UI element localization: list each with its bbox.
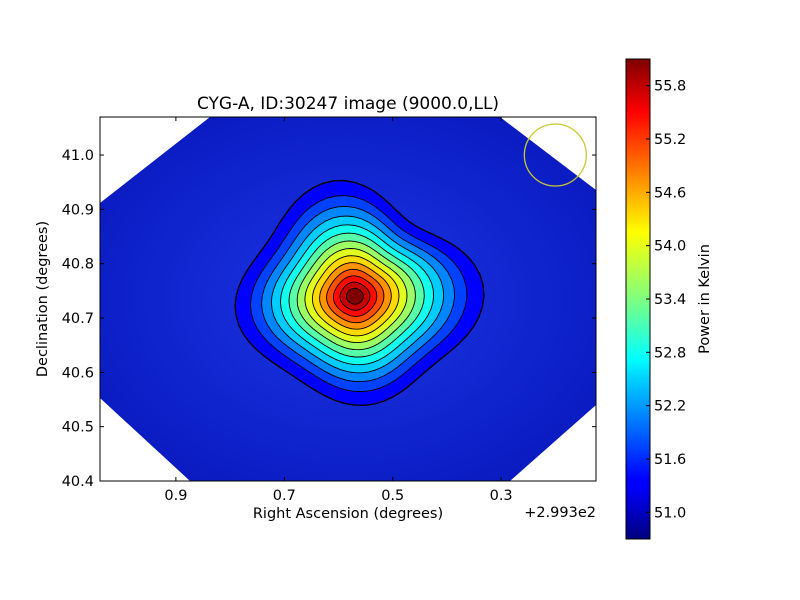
contour-line: [311, 255, 400, 337]
contour-line: [234, 179, 485, 407]
chart-title: CYG-A, ID:30247 image (9000.0,LL): [197, 94, 499, 114]
x-tick-label: 0.3: [490, 488, 513, 504]
colorbar-tick-label: 55.8: [654, 79, 686, 95]
x-tick-label: 0.5: [381, 488, 404, 504]
x-offset-label: +2.993e2: [524, 505, 596, 521]
contour-line: [296, 240, 416, 351]
contour-line: [339, 281, 371, 311]
contour-line: [319, 262, 392, 330]
contour-line: [261, 205, 456, 383]
colorbar-tick-label: 55.2: [654, 132, 686, 148]
y-tick-label: 40.6: [62, 365, 94, 381]
intensity-band: [346, 288, 364, 305]
contour-line: [280, 224, 435, 366]
contour-lines: [234, 179, 485, 407]
y-tick-label: 40.8: [62, 257, 94, 273]
y-axis-ticks: 40.4 40.5 40.6 40.7 40.8 40.9 41.0: [62, 148, 596, 490]
y-tick-label: 40.9: [62, 202, 94, 218]
y-tick-label: 41.0: [62, 148, 94, 164]
x-axis-label: Right Ascension (degrees): [253, 506, 443, 522]
beam-circle: [523, 123, 587, 187]
colorbar-ticks: 51.0 51.6 52.2 52.8 53.4 54.0 54.6 55.2 55.8: [646, 79, 686, 521]
colorbar-tick-label: 52.2: [654, 399, 686, 415]
x-tick-label: 0.7: [273, 488, 296, 504]
contour-line: [332, 275, 378, 317]
colorbar-tick-label: 54.6: [654, 185, 686, 201]
x-tick-label: 0.9: [164, 488, 187, 504]
contour-line: [304, 248, 408, 344]
contour-line: [270, 215, 445, 374]
colorbar-tick-label: 51.0: [654, 505, 686, 521]
colorbar: 51.0 51.6 52.2 52.8 53.4 54.0 54.6 55.2 55.8 Pow…: [625, 58, 713, 540]
x-axis-ticks: 0.9 0.7 0.5 0.3: [164, 117, 513, 504]
contour-line: [250, 195, 468, 392]
contour-line: [288, 232, 425, 358]
contour-line: [326, 268, 385, 324]
colorbar-tick-label: 53.4: [654, 292, 686, 308]
y-tick-label: 40.5: [62, 420, 94, 436]
plot-area: [100, 117, 596, 481]
contour-line: [345, 287, 364, 305]
y-tick-label: 40.4: [62, 474, 94, 490]
colorbar-tick-label: 54.0: [654, 239, 686, 255]
colorbar-label: Power in Kelvin: [697, 244, 713, 354]
plot-frame: [99, 116, 597, 482]
colorbar-tick-label: 52.8: [654, 345, 686, 361]
y-tick-label: 40.7: [62, 311, 94, 327]
y-axis-label: Declination (degrees): [35, 221, 51, 377]
colorbar-tick-label: 51.6: [654, 452, 686, 468]
